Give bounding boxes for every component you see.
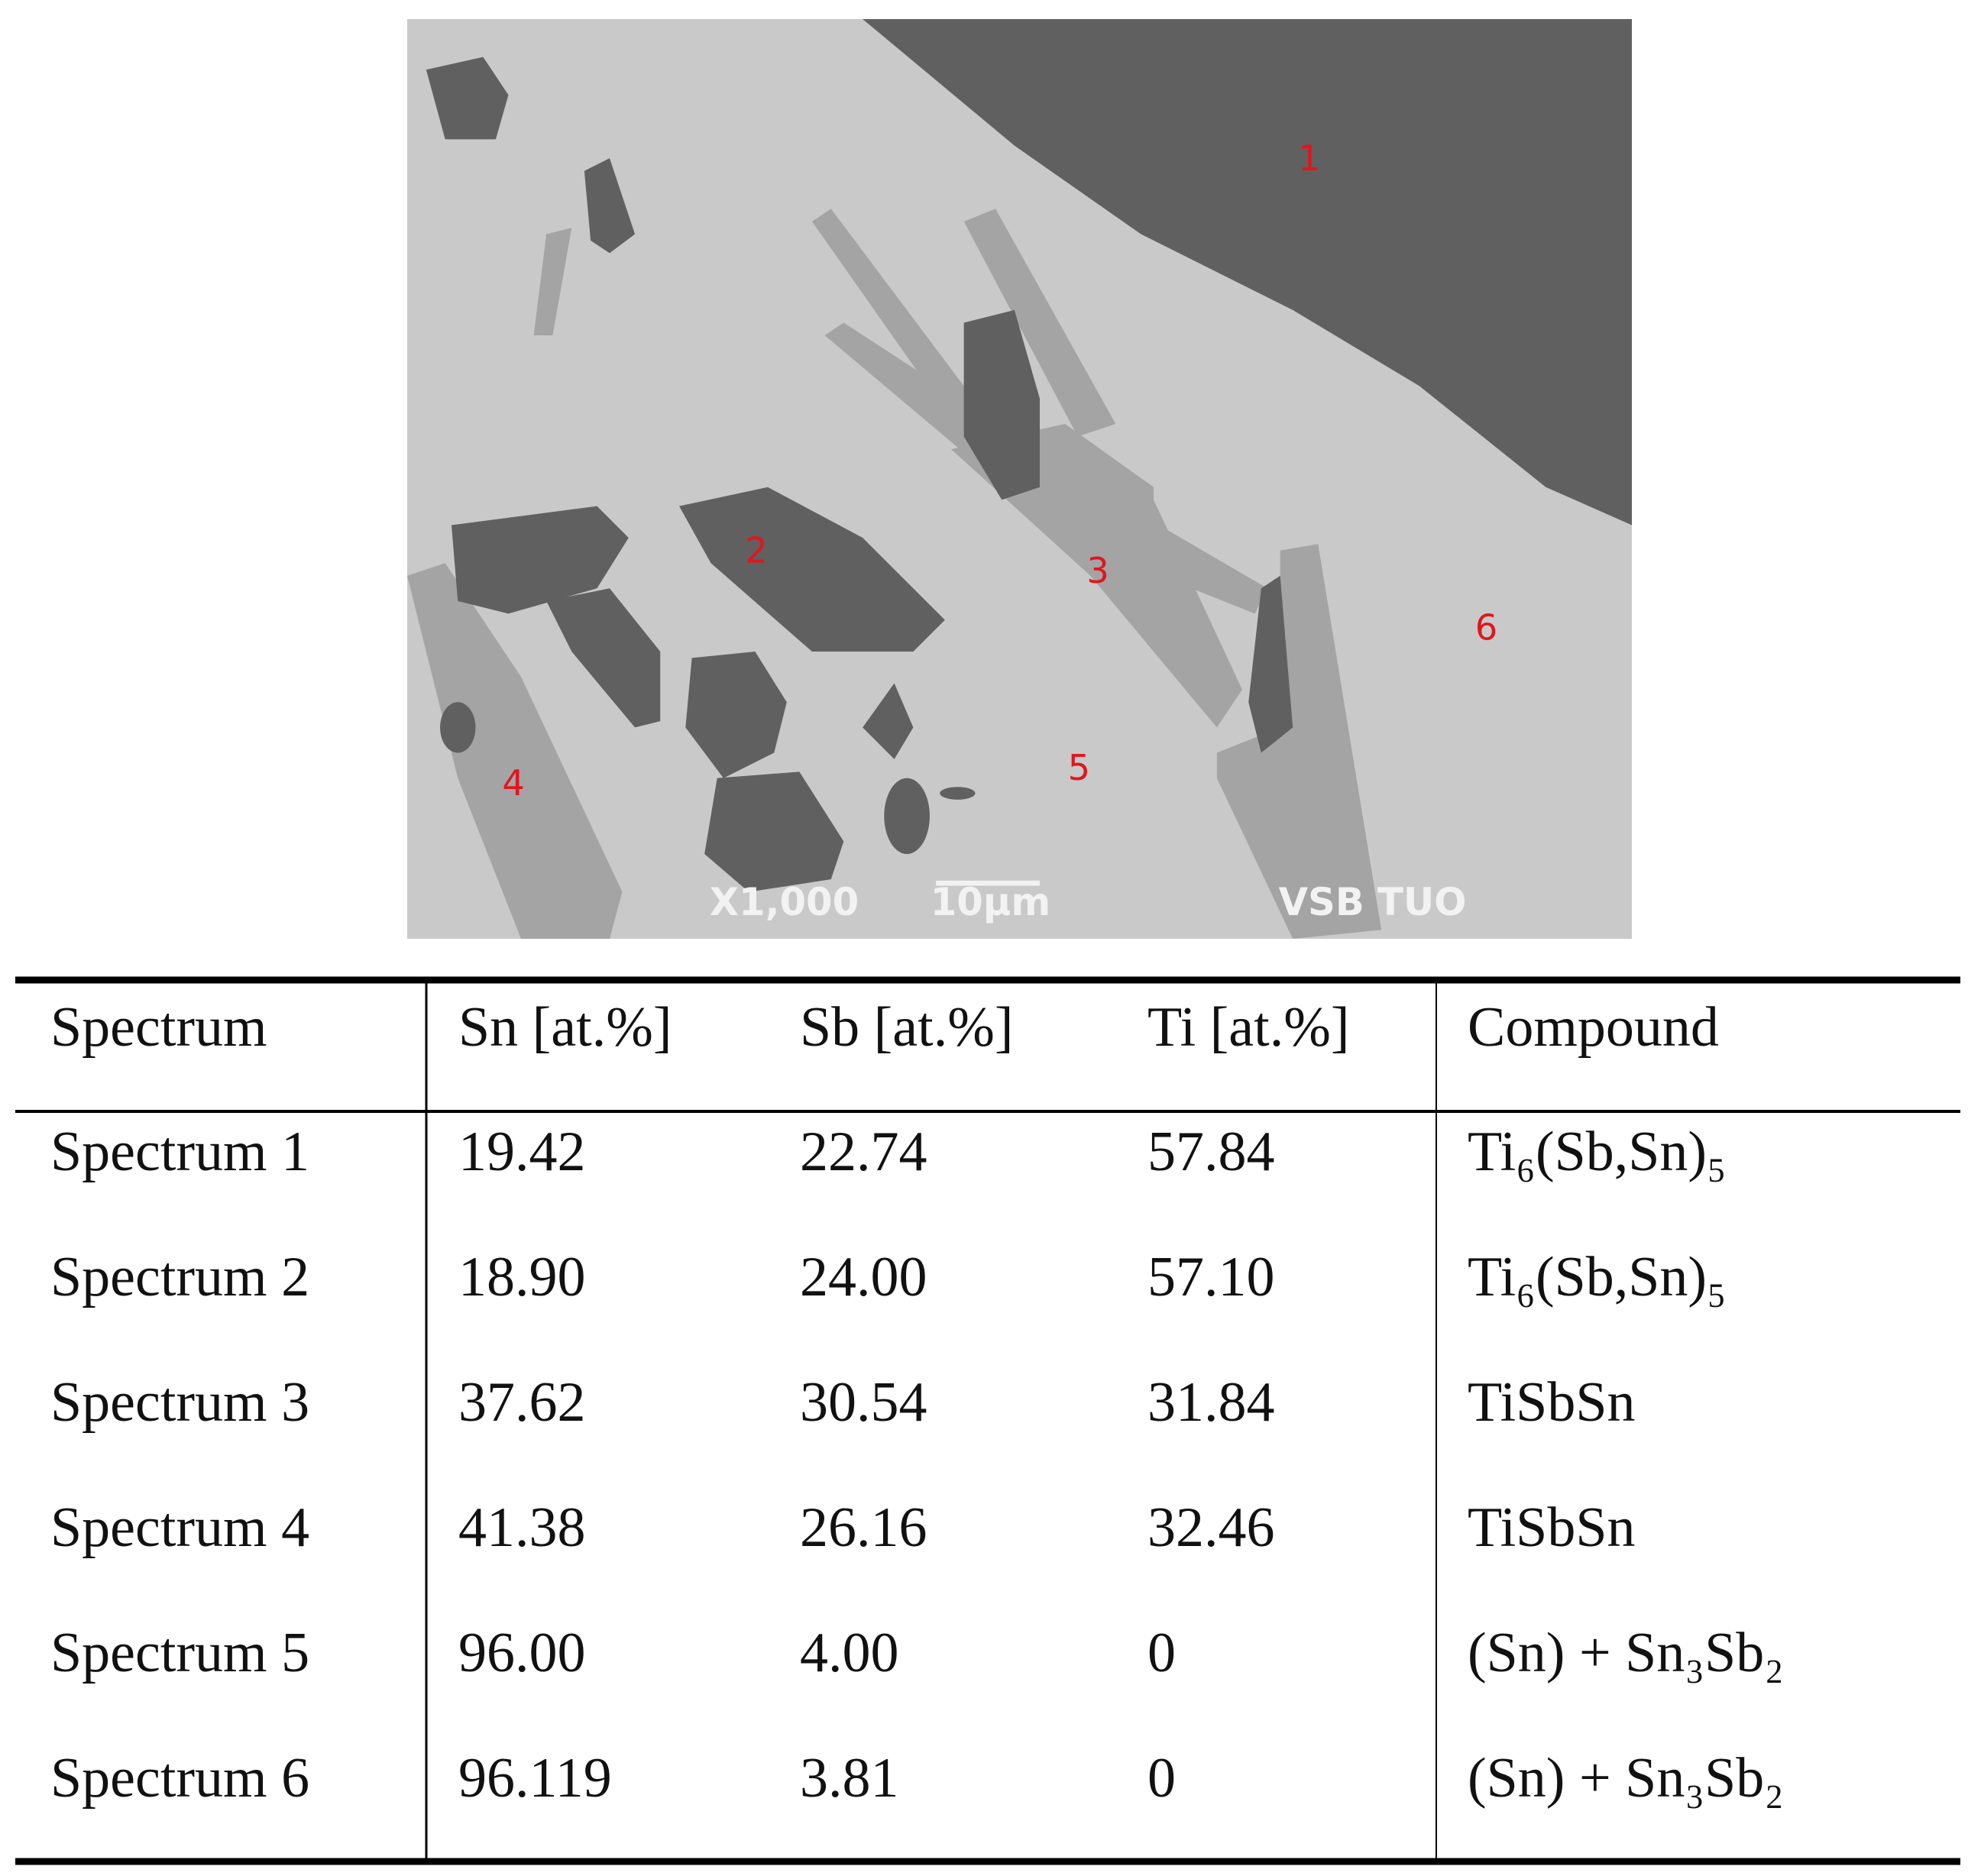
table-cell: 26.16 <box>800 1496 927 1559</box>
table-cell: 0 <box>1147 1747 1176 1810</box>
table-cell: Spectrum 1 <box>50 1121 309 1183</box>
table-cell: 19.42 <box>458 1121 586 1183</box>
table-cell: TiSbSn <box>1468 1496 1635 1559</box>
table-cell: Spectrum 5 <box>50 1622 309 1684</box>
table-cell: 24.00 <box>800 1246 927 1308</box>
header-cell: Sb [at.%] <box>800 996 1014 1059</box>
magnification: X1,000 <box>710 880 859 924</box>
needles <box>407 209 1382 939</box>
spectrum-marker: 5 <box>1068 747 1090 788</box>
table-cell: (Sn) + Sn₃Sb₂ <box>1468 1747 1784 1810</box>
table-cell: 96.119 <box>458 1747 612 1810</box>
table-cell: Ti₆(Sb,Sn)₅ <box>1468 1121 1727 1183</box>
table-cell: Ti₆(Sb,Sn)₅ <box>1468 1246 1727 1308</box>
table-cell: Spectrum 4 <box>50 1496 309 1559</box>
micrograph: 1 2 3 4 5 6 X1,000 10µm VSB TUO <box>407 19 1632 939</box>
header-cell: Spectrum <box>50 996 267 1059</box>
table-cell: 18.90 <box>458 1246 586 1308</box>
spectrum-marker: 4 <box>502 762 524 804</box>
watermark: VSB TUO <box>1279 880 1467 924</box>
table-cell: 4.00 <box>800 1622 899 1684</box>
table-cell: Spectrum 2 <box>50 1246 309 1308</box>
table-cell: 96.00 <box>458 1622 586 1684</box>
table-cell: 41.38 <box>458 1496 586 1559</box>
spectrum-marker: 1 <box>1298 137 1320 179</box>
phases <box>426 19 1632 892</box>
table-cell: 32.46 <box>1147 1496 1275 1559</box>
spectrum-marker: 2 <box>745 529 767 571</box>
table-cell: TiSbSn <box>1468 1371 1635 1434</box>
table-cell: 30.54 <box>800 1371 927 1434</box>
table-rules <box>15 976 1960 1865</box>
table-cell: 57.10 <box>1147 1246 1275 1308</box>
table-cell: 37.62 <box>458 1371 586 1434</box>
table-cell: 57.84 <box>1147 1121 1275 1183</box>
table-cell: Spectrum 6 <box>50 1747 309 1810</box>
table-cell: (Sn) + Sn₃Sb₂ <box>1468 1622 1784 1684</box>
table-cell: 31.84 <box>1147 1371 1275 1434</box>
scale-bar-label: 10µm <box>931 880 1050 924</box>
spectrum-marker: 3 <box>1086 550 1109 591</box>
table-cell: 3.81 <box>800 1747 899 1810</box>
header-cell: Sn [at.%] <box>458 996 672 1059</box>
header-cell: Ti [at.%] <box>1147 996 1350 1059</box>
table-cell: 0 <box>1147 1622 1176 1684</box>
table-cell: Spectrum 3 <box>50 1371 309 1434</box>
table-cell: 22.74 <box>800 1121 927 1183</box>
header-cell: Compound <box>1468 996 1719 1059</box>
spectrum-marker: 6 <box>1475 606 1497 648</box>
